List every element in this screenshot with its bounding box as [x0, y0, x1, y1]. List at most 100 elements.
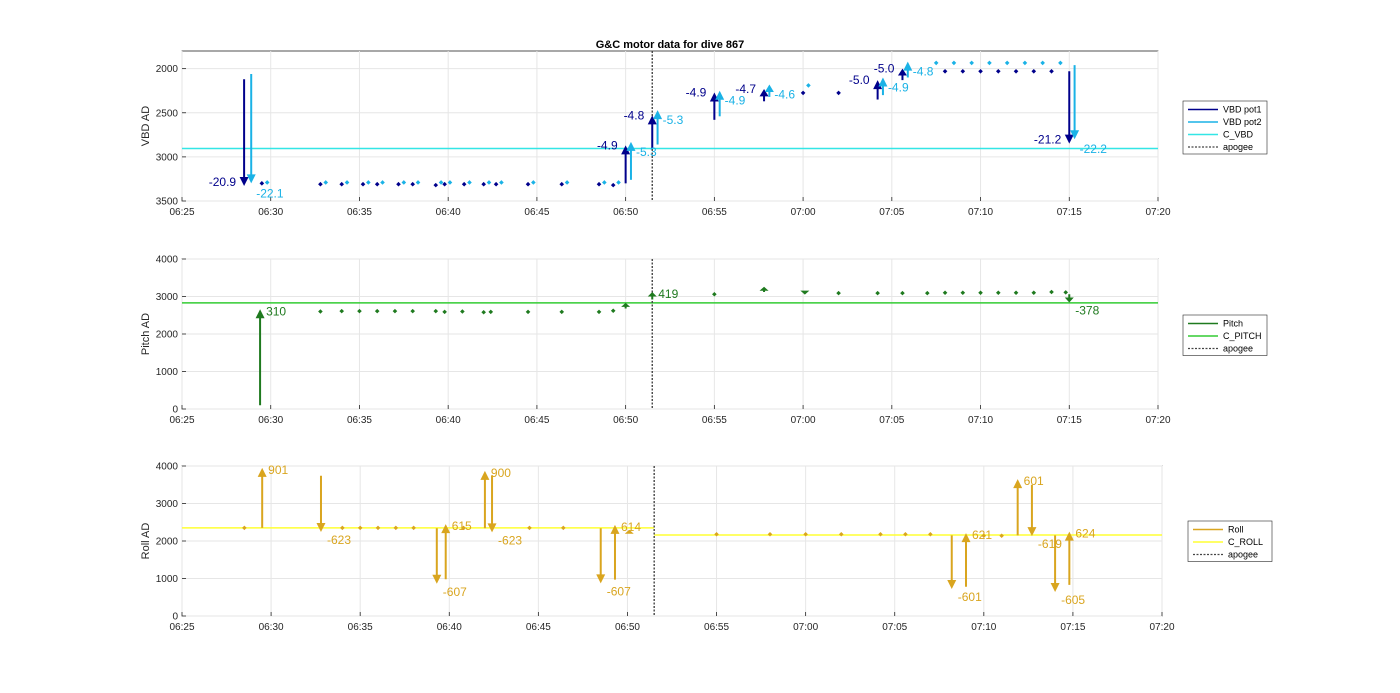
x-tick-label: 06:55	[702, 207, 727, 218]
data-point	[942, 290, 948, 296]
move-label: -4.9	[888, 80, 909, 94]
move-label: 615	[452, 519, 472, 533]
data-point	[978, 68, 983, 74]
y-tick-label: 3000	[156, 499, 179, 510]
data-point	[461, 181, 467, 187]
data-point	[1022, 60, 1028, 66]
data-point	[836, 290, 841, 296]
data-point	[951, 60, 957, 66]
move-arrow-head	[1064, 134, 1074, 144]
data-point	[374, 181, 380, 187]
data-point	[616, 180, 621, 185]
data-point	[366, 180, 371, 185]
move-label: -619	[1038, 537, 1062, 551]
move-arrow-head	[257, 467, 267, 477]
data-point	[242, 525, 247, 531]
move-arrow-head	[653, 110, 663, 120]
data-point	[433, 308, 439, 314]
data-point	[410, 181, 415, 187]
legend-entry: C_ROLL	[1228, 537, 1263, 547]
data-point	[559, 309, 565, 315]
x-tick-label: 06:30	[258, 207, 283, 218]
x-tick-label: 06:30	[258, 415, 283, 426]
data-point	[339, 181, 345, 187]
data-point	[1013, 68, 1019, 74]
data-point	[374, 308, 380, 314]
x-tick-label: 07:00	[791, 207, 816, 218]
data-point	[564, 180, 570, 185]
x-tick-label: 06:35	[347, 415, 372, 426]
data-point	[969, 60, 974, 66]
legend-entry: C_VBD	[1223, 130, 1254, 140]
data-point	[1013, 290, 1019, 296]
y-tick-label: 2000	[156, 537, 179, 548]
data-point	[596, 181, 602, 187]
data-point	[360, 181, 366, 187]
data-point	[411, 525, 416, 531]
data-point	[339, 308, 345, 314]
x-tick-label: 07:15	[1057, 415, 1082, 426]
data-point	[460, 309, 465, 314]
x-tick-label: 07:15	[1057, 207, 1082, 218]
move-arrow-head	[873, 80, 883, 90]
move-arrow-head	[903, 61, 913, 71]
data-point	[442, 181, 447, 187]
data-point	[1031, 290, 1037, 296]
data-point	[525, 181, 531, 187]
move-label: 901	[268, 463, 288, 477]
move-label: 419	[658, 287, 678, 301]
data-point	[415, 180, 421, 185]
x-tick-label: 06:50	[613, 415, 638, 426]
data-point	[803, 531, 808, 537]
data-point	[433, 182, 439, 188]
y-tick-label: 3000	[156, 292, 179, 303]
data-point	[878, 531, 883, 537]
x-tick-label: 06:35	[348, 622, 373, 633]
data-point	[875, 290, 880, 296]
move-label: -4.9	[686, 85, 707, 99]
move-label: -605	[1061, 593, 1085, 607]
data-point	[442, 309, 447, 315]
y-tick-label: 2500	[156, 108, 179, 119]
data-point	[481, 181, 486, 187]
data-point	[1004, 60, 1010, 66]
move-arrow-head	[487, 523, 497, 533]
x-tick-label: 06:40	[436, 207, 461, 218]
x-tick-label: 07:20	[1145, 207, 1170, 218]
data-point	[527, 525, 532, 531]
x-tick-label: 07:20	[1149, 622, 1174, 633]
x-tick-label: 06:50	[613, 207, 638, 218]
data-point	[392, 308, 398, 314]
data-point	[1031, 68, 1037, 74]
move-arrow-head	[624, 529, 634, 534]
move-arrow-head	[1064, 297, 1074, 303]
move-arrow-head	[441, 524, 451, 534]
move-label: -5.0	[849, 73, 870, 87]
legend-entry: Roll	[1228, 525, 1244, 535]
move-label: -22.2	[1080, 142, 1108, 156]
data-point	[712, 291, 717, 297]
move-arrow-head	[878, 77, 888, 87]
data-point	[438, 180, 444, 185]
move-label: 621	[972, 528, 992, 542]
data-point	[928, 531, 933, 537]
y-tick-label: 2000	[156, 64, 179, 75]
x-tick-label: 06:55	[702, 415, 727, 426]
panel-1: 06:25 06:30 06:35 06:40 06:45 06:50 06:55 07:00…	[140, 50, 1268, 218]
data-point	[999, 533, 1004, 539]
x-tick-label: 06:55	[704, 622, 729, 633]
move-arrow-head	[1070, 130, 1080, 140]
data-point	[393, 525, 399, 531]
y-axis-label: Roll AD	[140, 523, 152, 560]
data-point	[800, 90, 806, 96]
data-point	[499, 180, 504, 185]
data-point	[447, 180, 453, 185]
legend-entry: apogee	[1228, 550, 1258, 560]
move-label: 624	[1075, 527, 1095, 541]
move-label: -22.1	[256, 186, 284, 200]
data-point	[264, 180, 270, 185]
move-label: -5.0	[874, 62, 895, 76]
x-tick-label: 07:10	[971, 622, 996, 633]
